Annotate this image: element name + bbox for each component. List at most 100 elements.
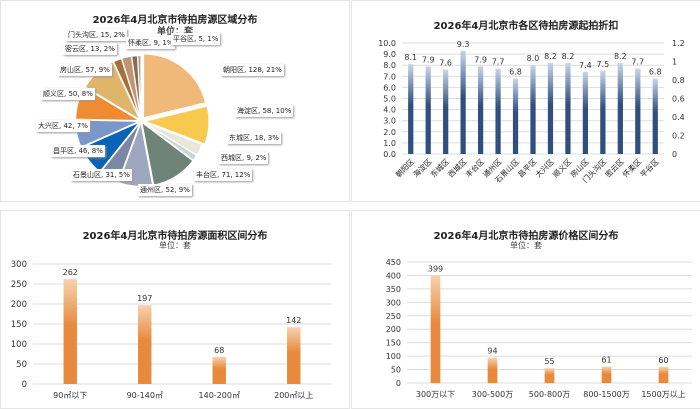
y2-tick-label: 1.2 bbox=[672, 39, 685, 48]
pie-data-label: 房山区, 57, 9% bbox=[58, 64, 112, 76]
y-tick-label: 350 bbox=[386, 285, 401, 294]
bar-value-label: 6.8 bbox=[509, 68, 522, 77]
y-tick-label: 150 bbox=[386, 339, 401, 348]
bar-value-label: 7.7 bbox=[631, 58, 644, 67]
discount-title: 2026年4月北京市各区待拍房源起拍折扣 bbox=[433, 21, 619, 32]
price-title: 2026年4月北京市待拍房源价格区间分布 bbox=[433, 231, 619, 242]
x-tick-label: 1500万以上 bbox=[641, 390, 685, 399]
bar bbox=[600, 70, 606, 154]
pie-slice bbox=[137, 54, 142, 120]
y-tick-label: 200 bbox=[11, 300, 27, 310]
pie-data-label: 丰台区, 71, 12% bbox=[194, 169, 253, 181]
area-chart: 0 50 100 150 200 250 300 262 90㎡以下 197 90-140㎡ 68 14… bbox=[11, 260, 331, 400]
bar bbox=[443, 69, 449, 154]
pie-data-label: 平谷区, 5, 1% bbox=[171, 33, 221, 45]
pie-chart bbox=[74, 53, 210, 188]
y-tick-label: 300 bbox=[11, 260, 27, 270]
price-panel: 2026年4月北京市待拍房源价格区间分布 单位：套 0 50 100 150 200 25… bbox=[351, 210, 700, 409]
bar bbox=[460, 50, 466, 154]
y-tick-label: 450 bbox=[386, 258, 401, 267]
y-tick-label: 4.0 bbox=[383, 106, 396, 115]
pie-panel: 2026年4月北京市待拍房源区域分布 单位：套 朝阳区, 128, 21% 海淀区… bbox=[0, 0, 350, 202]
bar-value-label: 8.2 bbox=[614, 52, 627, 61]
area-panel: 2026年4月北京市待拍房源面积区间分布 单位：套 0 50 100 150 200 25… bbox=[0, 210, 350, 409]
y-tick-label: 2.0 bbox=[383, 128, 396, 137]
pie-data-label: 海淀区, 58, 10% bbox=[235, 105, 294, 117]
y-tick-label: 0.0 bbox=[383, 150, 396, 159]
pie-data-label: 顺义区, 50, 8% bbox=[41, 88, 95, 100]
bar bbox=[547, 62, 554, 155]
bar-value-label: 262 bbox=[63, 268, 78, 277]
bar bbox=[63, 279, 77, 384]
bar bbox=[582, 71, 589, 154]
bar-value-label: 7.6 bbox=[439, 59, 452, 68]
y-tick-label: 200 bbox=[386, 325, 401, 334]
y-tick-label: 8.0 bbox=[383, 61, 396, 70]
y-tick-label: 7.0 bbox=[383, 72, 396, 81]
pie-data-label: 昌平区, 46, 8% bbox=[51, 145, 105, 157]
y-tick-label: 250 bbox=[386, 312, 401, 321]
pie-data-label: 门头沟区, 15, 2% bbox=[66, 29, 127, 41]
x-tick-label: 平谷区 bbox=[638, 157, 661, 180]
y-tick-label: 150 bbox=[11, 320, 27, 330]
price-chart: 0 50 100 150 200 250 300 350 400 450 399 300万以下 94 30… bbox=[386, 258, 692, 399]
pie-slice bbox=[142, 53, 207, 119]
x-tick-label: 90㎡以下 bbox=[53, 391, 87, 400]
area-unit: 单位：套 bbox=[159, 241, 191, 250]
bar-value-label: 399 bbox=[428, 265, 443, 274]
x-tick-label: 140-200㎡ bbox=[199, 391, 240, 400]
bar bbox=[658, 366, 669, 383]
y-tick-label: 10.0 bbox=[378, 39, 396, 48]
discount-panel: 2026年4月北京市各区待拍房源起拍折扣 0.0 1.0 2.0 3.0 4.0 5.0 6… bbox=[351, 0, 700, 202]
x-tick-label: 800-1500万 bbox=[583, 390, 630, 399]
bar bbox=[212, 356, 226, 384]
bar bbox=[487, 357, 498, 383]
price-unit: 单位：套 bbox=[510, 241, 542, 250]
x-tick-label: 90-140㎡ bbox=[127, 391, 163, 400]
pie-slice bbox=[141, 121, 198, 162]
discount-chart: 0.0 1.0 2.0 3.0 4.0 5.0 6.0 7.0 8.0 9.0 10.0 0 0.2 0.… bbox=[378, 39, 685, 185]
bar-value-label: 7.5 bbox=[596, 60, 609, 69]
y-tick-label: 0 bbox=[22, 380, 27, 390]
bar bbox=[430, 275, 441, 383]
y-tick-label: 300 bbox=[386, 298, 401, 307]
x-tick-label: 300万以下 bbox=[416, 390, 455, 399]
y-tick-label: 100 bbox=[11, 340, 27, 350]
bar bbox=[138, 305, 152, 384]
bar-value-label: 61 bbox=[601, 356, 611, 365]
bar bbox=[495, 68, 501, 154]
x-tick-label: 500-800万 bbox=[529, 390, 570, 399]
pie-data-label: 石景山区, 31, 5% bbox=[71, 169, 132, 181]
bar-value-label: 142 bbox=[286, 316, 301, 325]
bar-value-label: 55 bbox=[544, 357, 554, 366]
bar bbox=[408, 64, 414, 154]
y-tick-label: 50 bbox=[16, 360, 27, 370]
pie-slice bbox=[142, 105, 210, 145]
bar bbox=[617, 62, 623, 155]
bar-value-label: 9.3 bbox=[457, 40, 470, 49]
pie-data-label: 通州区, 52, 9% bbox=[138, 184, 192, 196]
bar-value-label: 60 bbox=[658, 356, 668, 365]
bar-value-label: 7.9 bbox=[474, 55, 487, 64]
bar-value-label: 7.9 bbox=[422, 55, 435, 64]
bar bbox=[530, 65, 536, 154]
bar bbox=[601, 366, 612, 383]
y-tick-label: 9.0 bbox=[383, 50, 396, 59]
y2-tick-label: 0.8 bbox=[672, 76, 685, 85]
bar bbox=[477, 66, 484, 154]
pie-data-label: 密云区, 13, 2% bbox=[63, 43, 117, 55]
y-tick-label: 1.0 bbox=[383, 139, 396, 148]
bar bbox=[565, 62, 571, 155]
y-tick-label: 100 bbox=[386, 352, 401, 361]
y2-tick-label: 0 bbox=[672, 150, 677, 159]
bar bbox=[635, 68, 641, 154]
bar-value-label: 8.1 bbox=[404, 53, 417, 62]
bar-value-label: 8.2 bbox=[562, 52, 575, 61]
pie-data-label: 西城区, 9, 2% bbox=[219, 152, 269, 164]
bar bbox=[287, 327, 301, 384]
pie-data-label: 朝阳区, 128, 21% bbox=[221, 64, 284, 76]
y2-tick-label: 0.6 bbox=[672, 95, 685, 104]
bar bbox=[512, 78, 519, 154]
bar-value-label: 94 bbox=[487, 347, 497, 356]
bar-value-label: 7.7 bbox=[492, 58, 505, 67]
